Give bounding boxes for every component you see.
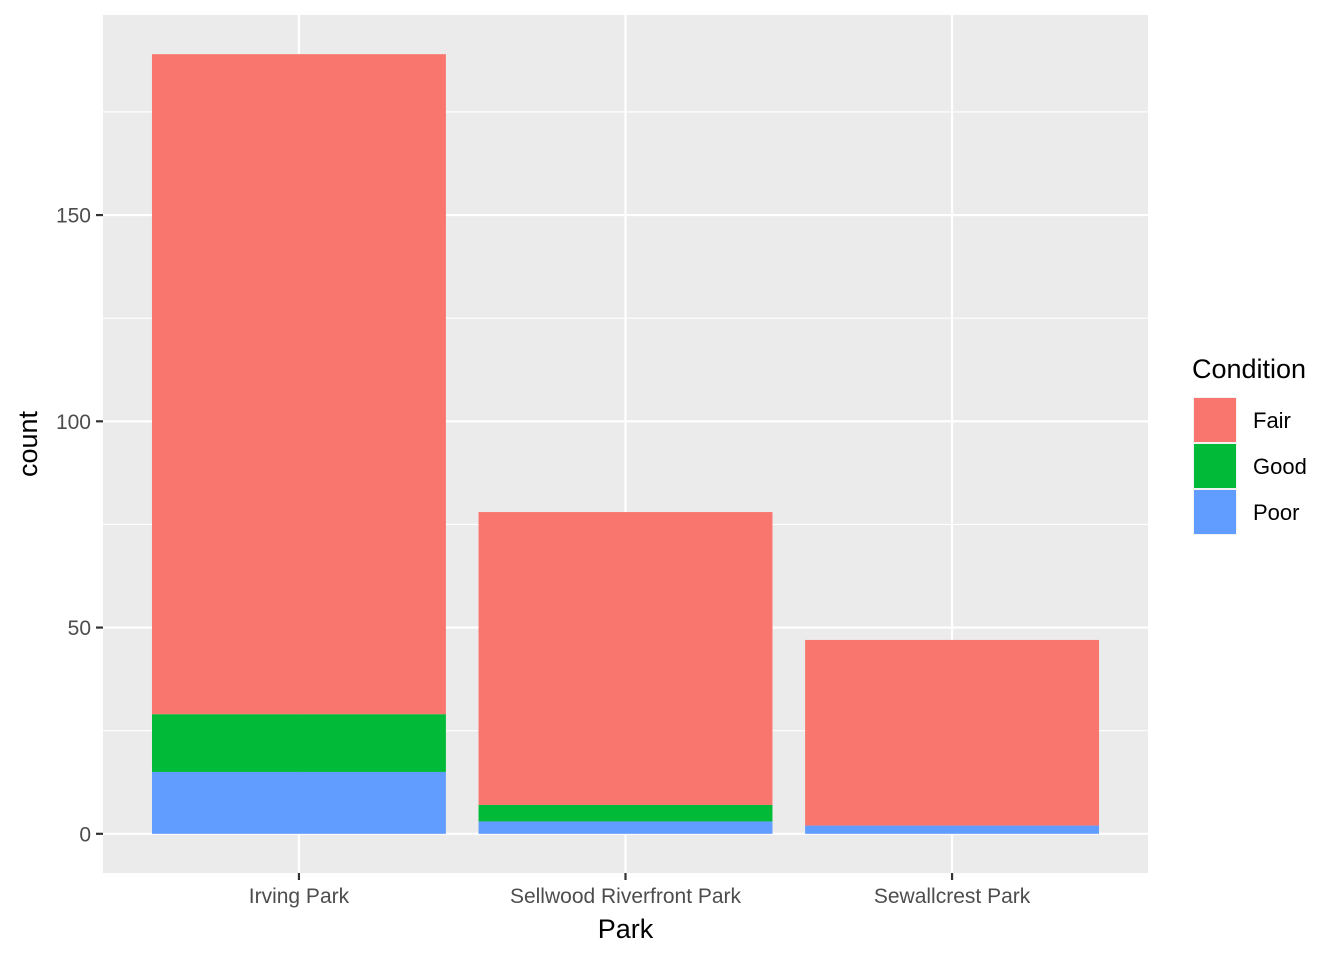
- bars-layer: [151, 54, 1100, 834]
- y-axis-title: count: [13, 410, 43, 477]
- legend-swatch-fair: [1194, 398, 1236, 442]
- legend-label-good: Good: [1253, 454, 1307, 479]
- y-tick-label: 50: [68, 617, 91, 640]
- x-tick-label: Sewallcrest Park: [874, 885, 1031, 908]
- bar-poor-3: [805, 825, 1100, 834]
- bar-good-2: [478, 804, 773, 822]
- legend-label-poor: Poor: [1253, 500, 1299, 525]
- legend-swatch-good: [1194, 444, 1236, 488]
- legend-title: Condition: [1192, 354, 1306, 384]
- x-axis: Irving Park Sellwood Riverfront Park Sewal…: [249, 873, 1031, 908]
- bar-fair-2: [478, 512, 773, 805]
- y-tick-label: 0: [79, 823, 91, 846]
- y-axis: 0 50 100 150: [56, 205, 103, 846]
- y-tick-label: 100: [56, 411, 91, 434]
- bar-poor-2: [478, 821, 773, 834]
- x-tick-label: Sellwood Riverfront Park: [510, 885, 742, 908]
- y-tick-label: 150: [56, 205, 91, 228]
- legend-swatch-poor: [1194, 490, 1236, 534]
- legend: Condition Fair Good Poor: [1192, 354, 1307, 535]
- legend-label-fair: Fair: [1253, 408, 1291, 433]
- bar-fair-3: [805, 639, 1100, 826]
- x-tick-label: Irving Park: [249, 885, 350, 908]
- bar-fair-1: [151, 54, 446, 715]
- x-axis-title: Park: [598, 914, 654, 944]
- bar-poor-1: [151, 771, 446, 834]
- bar-good-1: [151, 714, 446, 772]
